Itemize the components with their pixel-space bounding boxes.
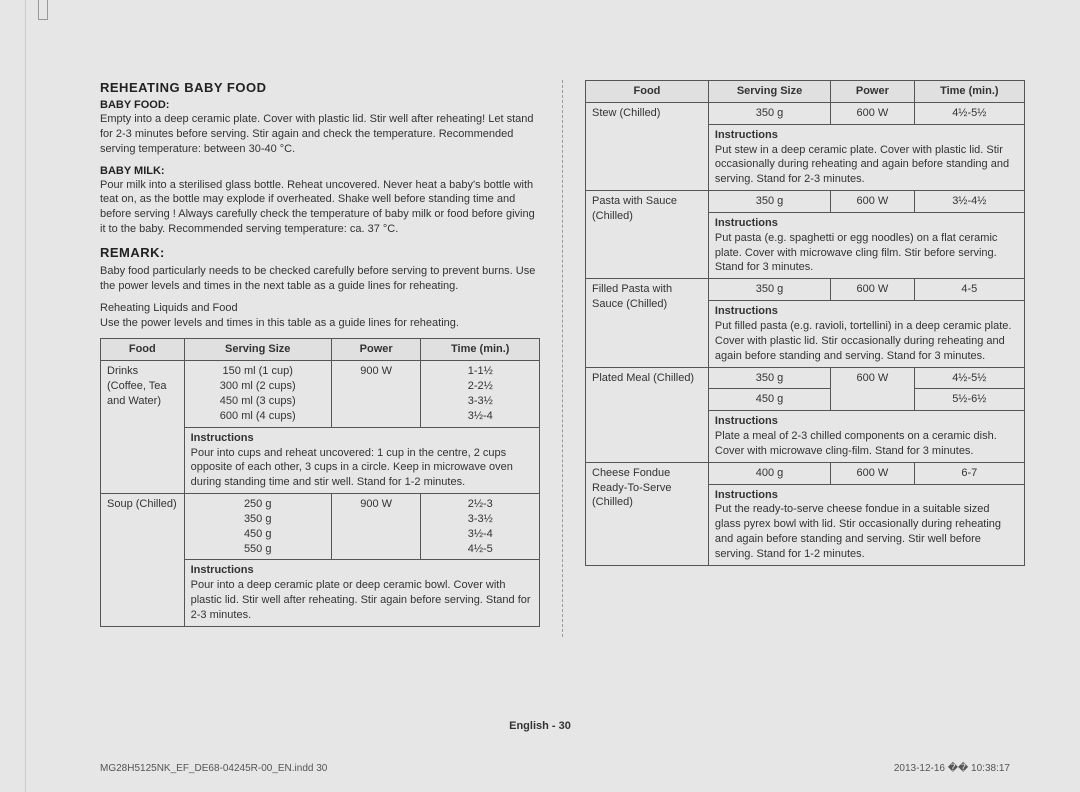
- cell-size: 250 g 350 g 450 g 550 g: [184, 494, 331, 560]
- table-row: Drinks (Coffee, Tea and Water) 150 ml (1…: [101, 361, 540, 427]
- tab-marker: [38, 0, 48, 20]
- left-column: REHEATING BABY FOOD BABY FOOD: Empty int…: [100, 80, 540, 637]
- printmark-left: MG28H5125NK_EF_DE68-04245R-00_EN.indd 30: [100, 763, 327, 774]
- cell-time: 4-5: [914, 279, 1024, 301]
- instr-text: Plate a meal of 2-3 chilled components o…: [715, 430, 997, 457]
- instr-label: Instructions: [715, 217, 778, 229]
- instr-text: Put the ready-to-serve cheese fondue in …: [715, 503, 1001, 560]
- cell-instr: Instructions Pour into cups and reheat un…: [184, 427, 539, 493]
- table-row: Stew (Chilled) 350 g 600 W 4½-5½: [586, 102, 1025, 124]
- cell-instr: Instructions Pour into a deep ceramic pla…: [184, 560, 539, 626]
- th-size: Serving Size: [708, 81, 830, 103]
- cell-food: Pasta with Sauce (Chilled): [586, 191, 709, 279]
- instr-label: Instructions: [191, 564, 254, 576]
- th-food: Food: [586, 81, 709, 103]
- right-column: Food Serving Size Power Time (min.) Stew…: [585, 80, 1025, 637]
- column-divider: [562, 80, 563, 637]
- cell-power: 600 W: [831, 191, 915, 213]
- cell-instr: Instructions Put the ready-to-serve chees…: [708, 484, 1024, 565]
- heading-reheating: REHEATING BABY FOOD: [100, 80, 540, 95]
- page-footer: English - 30: [0, 720, 1080, 732]
- th-power: Power: [331, 339, 421, 361]
- cell-size: 150 ml (1 cup) 300 ml (2 cups) 450 ml (3…: [184, 361, 331, 427]
- cell-size: 400 g: [708, 462, 830, 484]
- babymilk-text: Pour milk into a sterilised glass bottle…: [100, 178, 540, 237]
- instr-text: Put filled pasta (e.g. ravioli, tortelli…: [715, 320, 1012, 362]
- print-mark: MG28H5125NK_EF_DE68-04245R-00_EN.indd 30…: [100, 763, 1010, 774]
- th-food: Food: [101, 339, 185, 361]
- table-left: Food Serving Size Power Time (min.) Drin…: [100, 338, 540, 626]
- cell-size: 350 g: [708, 367, 830, 389]
- cell-food: Filled Pasta with Sauce (Chilled): [586, 279, 709, 367]
- printmark-right: 2013-12-16 �� 10:38:17: [894, 763, 1010, 774]
- table-header-row: Food Serving Size Power Time (min.): [586, 81, 1025, 103]
- liquids-text: Use the power levels and times in this t…: [100, 316, 540, 331]
- cell-power: 600 W: [831, 367, 915, 411]
- cell-time: 4½-5½: [914, 102, 1024, 124]
- cell-time: 5½-6½: [914, 389, 1024, 411]
- heading-remark: REMARK:: [100, 245, 540, 260]
- cell-food: Soup (Chilled): [101, 494, 185, 627]
- cell-time: 2½-3 3-3½ 3½-4 4½-5: [421, 494, 540, 560]
- table-row: Cheese Fondue Ready-To-Serve (Chilled) 4…: [586, 462, 1025, 484]
- babyfood-label: BABY FOOD:: [100, 99, 540, 111]
- instr-text: Put pasta (e.g. spaghetti or egg noodles…: [715, 232, 998, 274]
- instr-text: Put stew in a deep ceramic plate. Cover …: [715, 144, 1009, 186]
- table-row: Plated Meal (Chilled) 350 g 600 W 4½-5½: [586, 367, 1025, 389]
- babyfood-text: Empty into a deep ceramic plate. Cover w…: [100, 112, 540, 157]
- cell-power: 600 W: [831, 102, 915, 124]
- th-power: Power: [831, 81, 915, 103]
- th-time: Time (min.): [421, 339, 540, 361]
- cell-power: 900 W: [331, 494, 421, 560]
- page-content: REHEATING BABY FOOD BABY FOOD: Empty int…: [45, 30, 1060, 647]
- cell-size: 350 g: [708, 279, 830, 301]
- instr-label: Instructions: [715, 489, 778, 501]
- table-row: Soup (Chilled) 250 g 350 g 450 g 550 g 9…: [101, 494, 540, 560]
- cell-power: 900 W: [331, 361, 421, 427]
- cell-time: 4½-5½: [914, 367, 1024, 389]
- page-border: [25, 0, 26, 792]
- instr-text: Pour into cups and reheat uncovered: 1 c…: [191, 447, 513, 489]
- cell-time: 1-1½ 2-2½ 3-3½ 3½-4: [421, 361, 540, 427]
- cell-size: 350 g: [708, 102, 830, 124]
- cell-instr: Instructions Put filled pasta (e.g. ravio…: [708, 301, 1024, 367]
- table-row: Pasta with Sauce (Chilled) 350 g 600 W 3…: [586, 191, 1025, 213]
- instr-label: Instructions: [715, 415, 778, 427]
- cell-instr: Instructions Put stew in a deep ceramic p…: [708, 124, 1024, 190]
- table-right: Food Serving Size Power Time (min.) Stew…: [585, 80, 1025, 566]
- cell-power: 600 W: [831, 462, 915, 484]
- cell-size: 450 g: [708, 389, 830, 411]
- instr-text: Pour into a deep ceramic plate or deep c…: [191, 579, 531, 621]
- cell-food: Cheese Fondue Ready-To-Serve (Chilled): [586, 462, 709, 565]
- instr-label: Instructions: [715, 129, 778, 141]
- cell-time: 3½-4½: [914, 191, 1024, 213]
- instr-label: Instructions: [191, 432, 254, 444]
- th-size: Serving Size: [184, 339, 331, 361]
- cell-food: Drinks (Coffee, Tea and Water): [101, 361, 185, 494]
- instr-label: Instructions: [715, 305, 778, 317]
- babymilk-label: BABY MILK:: [100, 165, 540, 177]
- cell-size: 350 g: [708, 191, 830, 213]
- table-row: Filled Pasta with Sauce (Chilled) 350 g …: [586, 279, 1025, 301]
- cell-food: Stew (Chilled): [586, 102, 709, 190]
- cell-time: 6-7: [914, 462, 1024, 484]
- liquids-heading: Reheating Liquids and Food: [100, 302, 540, 314]
- table-header-row: Food Serving Size Power Time (min.): [101, 339, 540, 361]
- cell-instr: Instructions Put pasta (e.g. spaghetti or…: [708, 212, 1024, 278]
- cell-power: 600 W: [831, 279, 915, 301]
- remark-text: Baby food particularly needs to be check…: [100, 264, 540, 294]
- th-time: Time (min.): [914, 81, 1024, 103]
- cell-instr: Instructions Plate a meal of 2-3 chilled …: [708, 411, 1024, 463]
- cell-food: Plated Meal (Chilled): [586, 367, 709, 462]
